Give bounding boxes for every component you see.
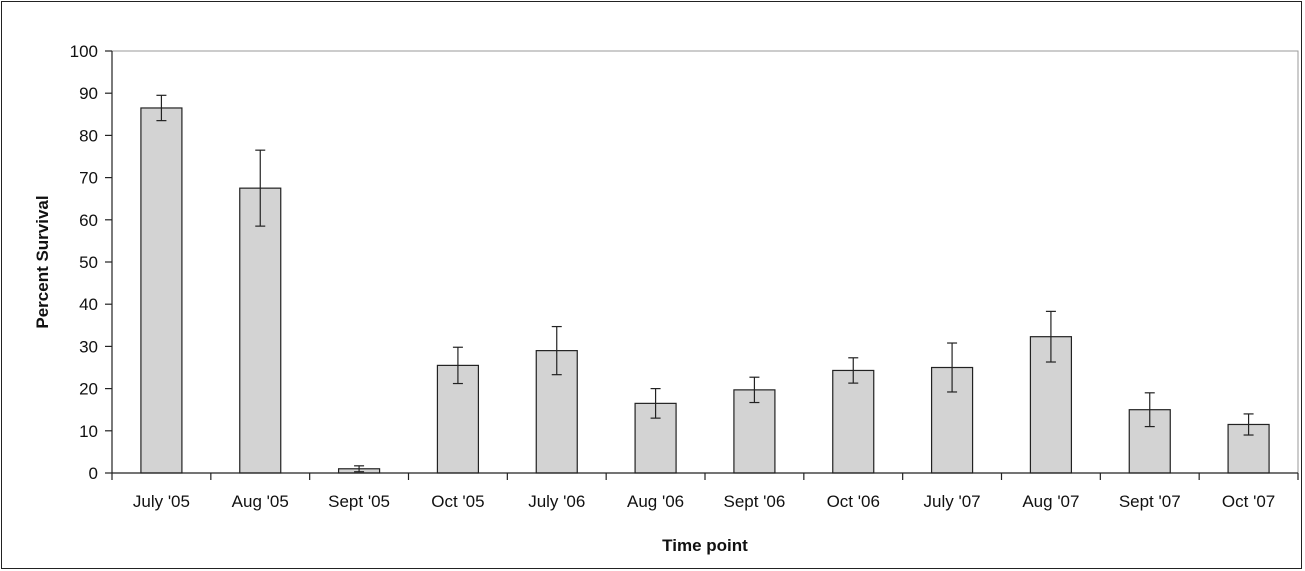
y-tick-label: 80: [79, 126, 98, 145]
bar: [140, 107, 183, 474]
y-tick-label: 70: [79, 169, 98, 188]
x-axis: July '05 Aug '05 Sept '05 Oct '05 July '06 Au…: [111, 473, 1299, 511]
plot-area-border: [111, 50, 1299, 474]
y-tick-label: 20: [79, 380, 98, 399]
y-tick-label: 0: [89, 464, 98, 483]
x-axis-title: Time point: [662, 536, 748, 555]
x-tick-label: Sept '05: [328, 492, 390, 511]
x-tick-label: Sept '07: [1119, 492, 1181, 511]
y-tick-label: 40: [79, 295, 98, 314]
x-tick-label: July '06: [528, 492, 585, 511]
x-tick-label: Aug '07: [1022, 492, 1079, 511]
y-tick-label: 90: [79, 84, 98, 103]
x-tick-label: Oct '06: [827, 492, 880, 511]
y-tick-label: 100: [70, 42, 98, 61]
x-tick-label: Aug '06: [627, 492, 684, 511]
y-tick-label: 60: [79, 211, 98, 230]
x-tick-label: July '07: [924, 492, 981, 511]
bars-layer: [140, 107, 1270, 474]
x-tick-label: Oct '07: [1222, 492, 1275, 511]
bar: [239, 187, 282, 474]
y-tick-label: 30: [79, 337, 98, 356]
y-tick-label: 10: [79, 422, 98, 441]
x-tick-label: Sept '06: [723, 492, 785, 511]
error-bars-layer: [156, 94, 1254, 473]
y-axis: 0 10 20 30 40 50 60 70 80 90 100: [70, 42, 112, 483]
x-tick-label: July '05: [133, 492, 190, 511]
x-tick-label: Oct '05: [431, 492, 484, 511]
bar: [832, 369, 875, 474]
x-tick-label: Aug '05: [232, 492, 289, 511]
y-axis-title: Percent Survival: [33, 195, 52, 328]
y-tick-label: 50: [79, 253, 98, 272]
